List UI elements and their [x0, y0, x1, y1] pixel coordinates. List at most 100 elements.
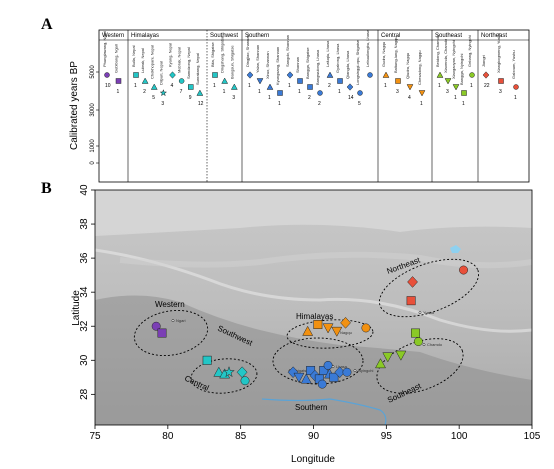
- site-marker-triangle-up: [436, 71, 444, 78]
- panel-a-region-head: Southwest: [210, 33, 238, 39]
- x-tick-label: 100: [451, 431, 468, 442]
- y-axis-ticks: 28 30 32 34 36 38 40: [79, 184, 95, 400]
- site-marker-diamond: [482, 71, 490, 79]
- site-marker-circle: [178, 78, 185, 84]
- panel-a-site-label: Bangsun, Shigatse: [229, 45, 234, 79]
- panel-a-region-head: Northeast: [481, 33, 507, 39]
- site-marker-square: [319, 366, 329, 375]
- city-label: Ngari: [176, 318, 186, 323]
- x-axis-title: Longitude: [291, 454, 335, 465]
- city-dot: [418, 311, 422, 315]
- region-ellipse: [379, 258, 479, 318]
- x-tick-label: 85: [235, 431, 247, 442]
- panel-a-sample-count: 1: [248, 83, 251, 89]
- site-marker-triangle-down: [256, 78, 264, 85]
- site-marker-circle: [323, 360, 333, 370]
- y-axis-title: Latitude: [71, 290, 82, 326]
- x-tick-label: 95: [381, 431, 393, 442]
- panel-a-region-head: Western: [102, 33, 124, 39]
- panel-a-sample-count: 1: [420, 101, 423, 107]
- panel-a-site-label: Jiangri: [481, 55, 486, 67]
- panel-a-site-label: Bangwulong, Lhasa: [315, 49, 320, 85]
- site-marker-square: [133, 72, 139, 78]
- site-marker-square: [313, 320, 323, 329]
- panel-a-sample-count: 3: [161, 101, 164, 107]
- terrain-shading: [95, 190, 532, 425]
- panel-a-site-label: Gyalrong, Lhasa: [335, 43, 340, 73]
- panel-a-site-label: Gaboum, Yushu: [511, 50, 516, 79]
- panel-b-letter: B: [41, 180, 52, 197]
- region-label: Himalayas: [296, 312, 333, 321]
- site-marker-triangle-down: [382, 352, 394, 363]
- panel-a-sample-count: 22: [484, 83, 490, 89]
- site-marker-triangle-down: [418, 90, 426, 97]
- site-marker-star: [159, 88, 168, 97]
- panel-a-site-label: Bangga, Shigatse: [305, 47, 310, 79]
- panel-a-frame: [98, 29, 530, 183]
- y-tick-label: 30: [79, 354, 90, 366]
- panel-a-site-label: Dingshang, Shigatse: [220, 35, 225, 73]
- site-marker-square: [461, 90, 467, 96]
- panel-a-site-label: Mebrak, Nepal: [177, 47, 182, 73]
- panel-a-sample-count: 14: [348, 95, 354, 101]
- map-plot: [94, 189, 533, 426]
- site-marker-circle: [367, 72, 373, 78]
- site-marker-triangle-down: [406, 84, 414, 91]
- panel-a-sample-count: 5: [152, 95, 155, 101]
- panel-a-site-label: Xiaoenda, Chamdo: [443, 38, 448, 73]
- site-marker-square: [406, 296, 416, 306]
- site-marker-circle: [361, 323, 371, 333]
- panel-a-site-label: Dilpuri, Nepal: [158, 61, 163, 85]
- site-marker-circle: [459, 265, 468, 275]
- panel-a-sample-count: 3: [396, 89, 399, 95]
- panel-a-ytick-label: 5000: [90, 65, 96, 79]
- panel-a-sample-count: 4: [408, 95, 411, 101]
- panel-a-sample-count: 1: [213, 83, 216, 89]
- panel-a-sample-count: 1: [288, 83, 291, 89]
- panel-a-sample-count: 3: [499, 89, 502, 95]
- panel-a-site-label: Gudra, Nagqu: [381, 42, 386, 67]
- panel-a-sample-count: 2: [143, 89, 146, 95]
- site-marker-square: [188, 84, 194, 90]
- panel-a-sample-count: 1: [514, 95, 517, 101]
- site-marker-circle: [357, 90, 363, 96]
- panel-a-sample-count: 1: [268, 95, 271, 101]
- site-marker-square: [115, 78, 122, 84]
- panel-a-region-head: Himalayas: [131, 33, 159, 39]
- city-label: Yushu: [423, 310, 434, 315]
- panel-a-site-label: Gebibang, Ngari: [114, 44, 119, 73]
- y-tick-label: 28: [79, 388, 90, 400]
- site-marker-square: [337, 78, 343, 84]
- site-marker-diamond: [346, 83, 354, 91]
- panel-a-sample-count: 1: [134, 83, 137, 89]
- site-marker-triangle-up: [375, 358, 386, 369]
- site-marker-circle: [151, 321, 161, 331]
- panel-a-letter: A: [41, 16, 53, 33]
- region-ellipse: [286, 319, 374, 349]
- panel-a-sample-count: 1: [298, 89, 301, 95]
- panel-a-site-label: Baltung-lung, Nagqu: [393, 37, 398, 73]
- site-marker-triangle-up: [230, 83, 238, 90]
- panel-a-site-label: Chokhopani, Nepal: [149, 45, 154, 79]
- site-markers: [151, 265, 468, 389]
- panel-a-site-label: Kyang, Nepal: [168, 43, 173, 67]
- site-marker-triangle-up: [196, 89, 204, 96]
- x-tick-label: 90: [308, 431, 320, 442]
- panel-a-sample-count: 1: [462, 101, 465, 107]
- panel-a-yticks: 0 1000 3000 5000: [90, 65, 99, 165]
- region-ellipse: [272, 337, 364, 385]
- site-marker-triangle-up: [213, 366, 225, 377]
- panel-a-site-label: Bulla, Nepal: [131, 45, 136, 67]
- region-label: Western: [155, 300, 185, 309]
- site-marker-circle: [317, 90, 323, 96]
- panel-a-ylabel: Calibrated years BP: [69, 61, 80, 150]
- panel-a-sample-count: 9: [189, 95, 192, 101]
- site-marker-square: [277, 90, 283, 96]
- panel-a-site-label: Samdzong, Nepal: [186, 47, 191, 79]
- panel-a-ytick-label: 3000: [90, 103, 96, 117]
- city-dot: [353, 369, 357, 373]
- panel-a-sample-count: 1: [438, 83, 441, 89]
- site-marker-triangle-up: [221, 77, 229, 84]
- panel-a-site-label: Yalan, Shannan: [255, 45, 260, 73]
